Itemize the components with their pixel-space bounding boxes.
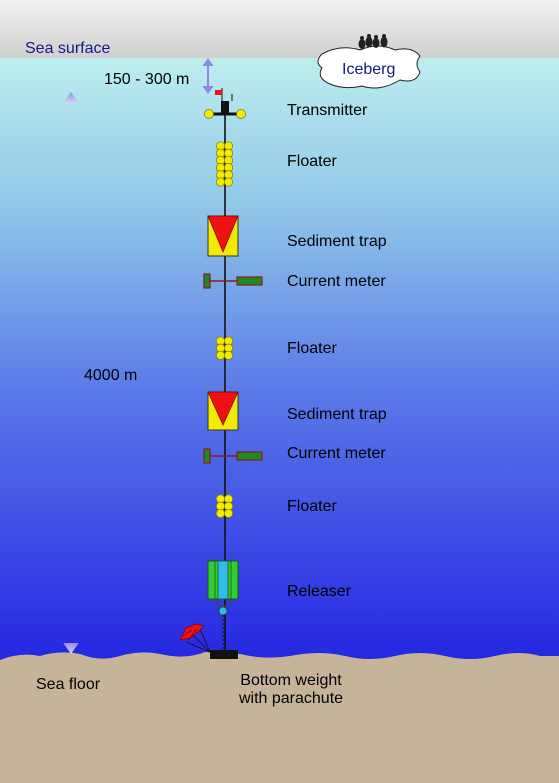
current-meter-1-label: Current meter <box>287 273 386 290</box>
current-meter-2-label: Current meter <box>287 445 386 462</box>
current-meter-2-icon <box>203 448 263 464</box>
water <box>0 58 559 668</box>
floater-1-label: Floater <box>287 153 337 170</box>
floater-ball <box>223 508 234 518</box>
floater-ball <box>215 177 226 187</box>
transmitter-icon <box>204 88 246 119</box>
floater-ball <box>215 508 226 518</box>
bottom-weight-label: Bottom weight with parachute <box>226 672 356 708</box>
transmitter-label: Transmitter <box>287 102 368 119</box>
floater-3-icon <box>215 494 234 518</box>
releaser-label: Releaser <box>287 583 352 600</box>
iceberg-icon <box>317 34 421 89</box>
releaser-icon <box>207 560 239 616</box>
floater-3-label: Floater <box>287 498 337 515</box>
total-depth-label: 4000 m <box>84 367 138 384</box>
bottom-weight-label-line2: with parachute <box>238 690 344 707</box>
sea-floor-terrain <box>0 652 559 783</box>
sea-floor-label: Sea floor <box>36 676 101 693</box>
sky <box>0 0 559 58</box>
sea-surface-label: Sea surface <box>25 40 111 57</box>
total-depth-arrow <box>63 92 79 654</box>
floater-2-icon <box>215 336 234 360</box>
bottom-weight-icon <box>210 615 238 659</box>
bottom-weight-label-line1: Bottom weight <box>240 672 342 689</box>
floater-ball <box>223 350 234 360</box>
iceberg-label: Iceberg <box>342 61 396 78</box>
surface-depth-label: 150 - 300 m <box>104 71 190 88</box>
parachute-icon <box>179 623 211 653</box>
sediment-trap-1-icon <box>207 215 239 257</box>
floater-1-icon <box>215 141 234 187</box>
sediment-trap-1-label: Sediment trap <box>287 233 387 250</box>
floater-2-label: Floater <box>287 340 337 357</box>
sediment-trap-2-label: Sediment trap <box>287 406 387 423</box>
surface-depth-arrow <box>202 58 214 94</box>
floater-ball <box>223 177 234 187</box>
floater-ball <box>215 350 226 360</box>
current-meter-1-icon <box>203 273 263 289</box>
sediment-trap-2-icon <box>207 391 239 431</box>
